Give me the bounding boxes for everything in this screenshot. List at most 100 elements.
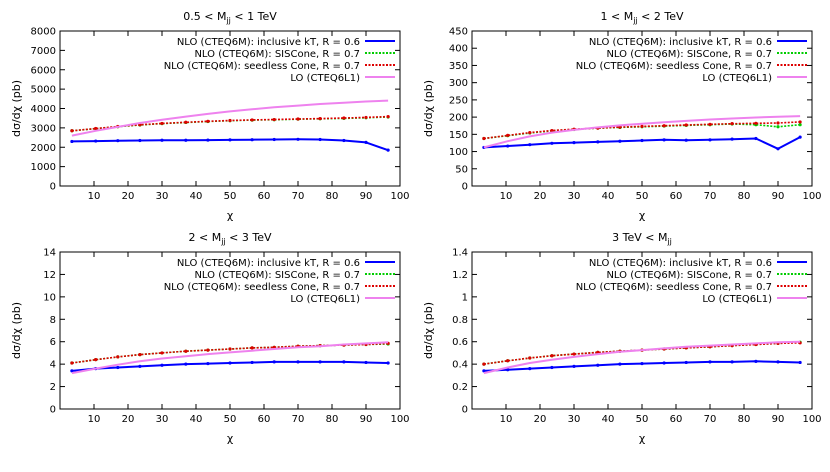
data-point (708, 122, 712, 126)
y-tick-label: 0 (50, 182, 56, 193)
data-point (364, 360, 368, 365)
data-point (776, 147, 780, 151)
data-point (228, 347, 232, 351)
data-point (206, 361, 210, 366)
legend-label: LO (CTEQ6L1) (702, 73, 772, 84)
y-tick-label: 12 (43, 270, 56, 281)
y-tick-label: 250 (449, 95, 468, 106)
data-point (550, 128, 554, 133)
data-point (730, 122, 734, 126)
series-line (71, 115, 389, 132)
chart-panel-2: 10 20 30 40 50 60 70 80 90 100 0 50 100 150 200 250 300 3… (422, 10, 822, 222)
data-point (550, 365, 554, 370)
data-point (70, 361, 74, 365)
x-tick-label: 70 (704, 191, 717, 202)
y-tick-label: 50 (455, 164, 468, 175)
x-tick-label: 100 (390, 414, 409, 425)
data-point (506, 368, 510, 372)
data-point (776, 360, 780, 364)
x-tick-label: 50 (224, 414, 237, 425)
data-point (572, 141, 576, 145)
data-point (160, 121, 164, 126)
x-tick-label: 80 (326, 191, 339, 202)
legend-label: LO (CTEQ6L1) (290, 294, 360, 305)
data-point (184, 138, 188, 142)
data-point (618, 139, 622, 143)
legend-label: NLO (CTEQ6M): seedless Cone, R = 0.7 (164, 61, 360, 72)
data-point (482, 369, 486, 373)
chart-title: 1 < Mjj < 2 TeV (600, 10, 683, 25)
y-axis-label: dσ/dχ (pb) (422, 302, 435, 359)
series-line (71, 343, 389, 364)
data-point (528, 356, 532, 360)
y-tick-label: 4 (50, 360, 56, 371)
data-point (272, 137, 276, 142)
x-tick-label: 100 (802, 191, 821, 202)
series-4 (483, 340, 801, 375)
data-point (662, 361, 666, 365)
x-axis-label: χ (639, 209, 646, 222)
y-tick-label: 8000 (31, 27, 56, 38)
legend-label: NLO (CTEQ6M): inclusive kT, R = 0.6 (177, 37, 360, 48)
y-tick-label: 0.2 (452, 382, 468, 393)
chart-title: 2 < Mjj < 3 TeV (188, 231, 271, 246)
data-point (640, 361, 644, 366)
data-point (754, 359, 758, 363)
legend-label: NLO (CTEQ6M): seedless Cone, R = 0.7 (576, 61, 772, 72)
x-tick-label: 60 (670, 414, 683, 425)
series-line (71, 341, 389, 375)
data-point (506, 144, 510, 148)
y-axis-label: dσ/dχ (pb) (422, 80, 435, 137)
x-tick-label: 50 (636, 414, 649, 425)
data-point (386, 115, 390, 119)
x-tick-label: 40 (602, 191, 615, 202)
data-point (528, 143, 532, 147)
x-tick-label: 20 (534, 191, 547, 202)
data-point (70, 369, 74, 373)
x-tick-label: 70 (704, 414, 717, 425)
data-point (730, 137, 734, 141)
data-point (94, 126, 98, 131)
data-point (206, 348, 210, 352)
y-tick-label: 0.6 (452, 337, 468, 348)
data-point (776, 121, 780, 125)
data-point (296, 117, 300, 121)
x-axis-label: χ (227, 209, 234, 222)
series-line (483, 115, 801, 149)
data-point (386, 361, 390, 365)
x-tick-label: 10 (500, 414, 513, 425)
series-4 (71, 99, 389, 137)
chart-panel-4: 10 20 30 40 50 60 70 80 90 100 0 0.2 0.4 0.6 0.8 1 1.2 1.… (422, 231, 822, 445)
data-point (206, 119, 210, 123)
x-tick-label: 10 (88, 414, 101, 425)
data-point (342, 360, 346, 364)
x-tick-label: 70 (292, 191, 305, 202)
x-axis-label: χ (227, 432, 234, 445)
data-point (596, 363, 600, 367)
y-tick-label: 1.4 (452, 248, 468, 259)
legend-label: LO (CTEQ6L1) (702, 294, 772, 305)
data-point (318, 360, 322, 364)
data-point (116, 355, 120, 359)
data-point (342, 138, 346, 143)
series-line (483, 340, 801, 375)
y-tick-label: 4000 (31, 104, 56, 115)
x-tick-label: 30 (156, 414, 169, 425)
y-tick-label: 2000 (31, 143, 56, 154)
series-1 (482, 359, 802, 373)
y-tick-label: 0 (50, 405, 56, 416)
data-point (364, 115, 368, 120)
data-point (482, 136, 486, 141)
data-point (116, 365, 120, 370)
data-point (318, 137, 322, 142)
y-tick-label: 5000 (31, 85, 56, 96)
data-point (708, 138, 712, 142)
data-point (228, 361, 232, 365)
data-point (596, 140, 600, 144)
x-tick-label: 30 (156, 191, 169, 202)
data-point (272, 117, 276, 122)
data-point (506, 133, 510, 137)
series-4 (483, 115, 801, 149)
